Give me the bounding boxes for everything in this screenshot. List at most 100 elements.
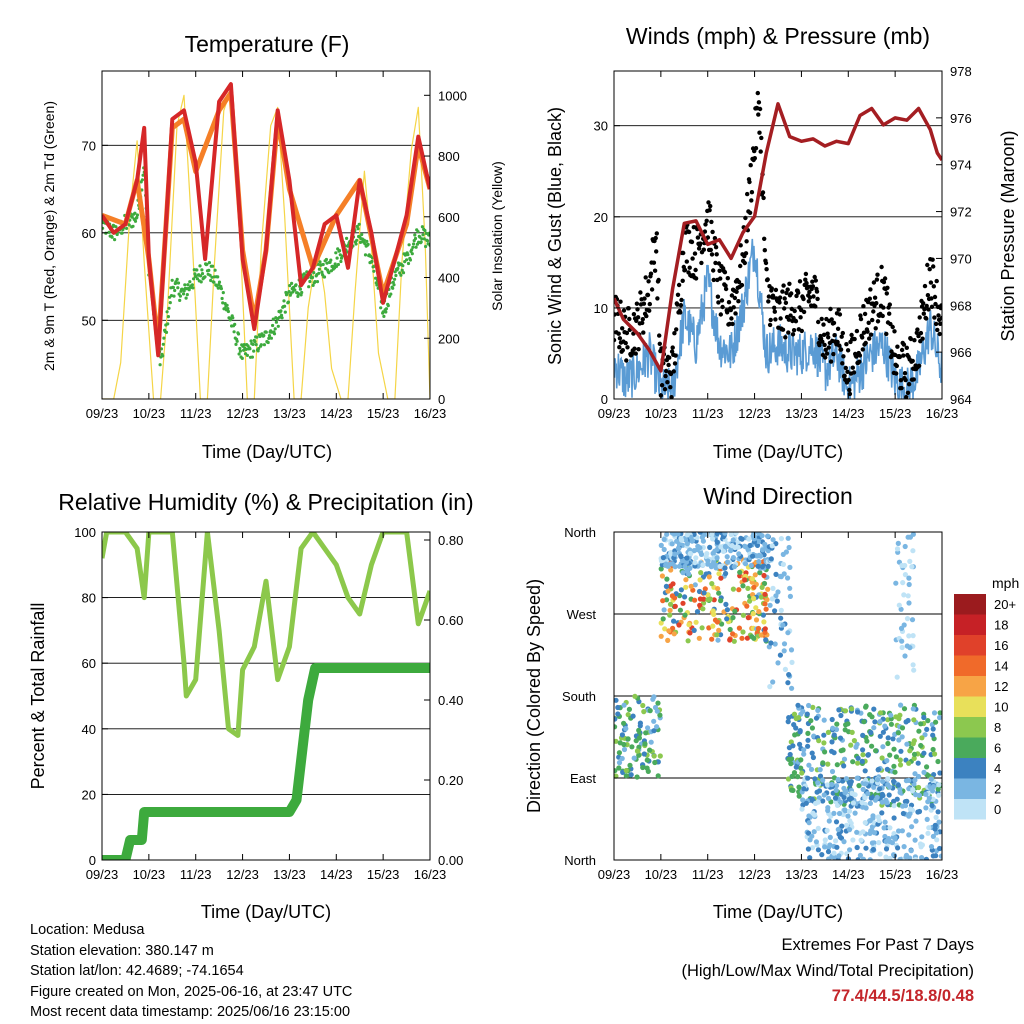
temperature-left-axis-label: 2m & 9m T (Red, Orange) & 2m Td (Green) <box>41 101 57 371</box>
dewpoint-point <box>414 245 418 249</box>
direction-point <box>805 730 811 737</box>
direction-point <box>917 841 924 847</box>
direction-point <box>788 761 794 767</box>
dewpoint-point <box>235 339 239 343</box>
direction-point <box>761 619 767 625</box>
direction-point <box>724 607 731 613</box>
direction-point <box>891 763 897 769</box>
direction-point <box>808 766 815 773</box>
gust-point <box>618 299 623 304</box>
direction-point <box>876 817 882 824</box>
direction-point <box>760 612 767 618</box>
dewpoint-point <box>370 259 374 264</box>
dewpoint-point <box>262 343 266 347</box>
gust-point <box>757 130 762 135</box>
direction-point <box>825 795 832 802</box>
direction-point <box>707 544 713 551</box>
dewpoint-point <box>317 267 321 271</box>
gust-point <box>717 268 722 273</box>
direction-point <box>882 723 888 729</box>
gust-point <box>734 289 739 294</box>
direction-point <box>888 721 895 727</box>
direction-point <box>906 633 912 639</box>
direction-point <box>798 765 804 771</box>
dewpoint-point <box>221 301 225 305</box>
gust-point <box>887 302 892 307</box>
direction-point <box>821 740 827 746</box>
gust-point <box>920 336 925 341</box>
dewpoint-point <box>400 268 404 272</box>
direction-point <box>722 543 729 550</box>
direction-point <box>718 575 724 581</box>
direction-point <box>679 537 685 543</box>
direction-point <box>767 684 773 690</box>
direction-point <box>806 762 812 768</box>
gust-point <box>868 332 874 337</box>
gust-point <box>718 312 723 317</box>
x-tick-label: 12/23 <box>226 867 259 882</box>
direction-point <box>877 733 883 739</box>
direction-point <box>682 612 688 618</box>
gust-point <box>633 351 638 356</box>
direction-point <box>753 617 760 623</box>
direction-point <box>723 570 729 577</box>
dewpoint-point <box>253 340 257 344</box>
direction-point <box>842 790 848 796</box>
dewpoint-point <box>427 231 430 235</box>
direction-point <box>697 532 703 535</box>
direction-point <box>806 702 812 709</box>
temperature-title: Temperature (F) <box>185 31 350 57</box>
dewpoint-point <box>200 268 204 272</box>
dewpoint-point <box>252 349 256 353</box>
direction-point <box>749 576 756 582</box>
dewpoint-point <box>283 304 287 308</box>
gust-point <box>793 319 799 324</box>
gust-point <box>718 276 723 281</box>
gust-point <box>777 295 783 300</box>
direction-point <box>636 727 642 734</box>
gust-point <box>627 316 632 322</box>
direction-point <box>709 532 715 537</box>
direction-point <box>728 532 734 538</box>
dewpoint-point <box>360 232 364 237</box>
direction-point <box>871 784 877 790</box>
direction-point <box>737 569 743 575</box>
direction-point <box>787 751 793 758</box>
direction-point <box>759 564 766 570</box>
gust-point <box>845 348 851 353</box>
dewpoint-point <box>259 343 263 347</box>
direction-point <box>833 787 839 793</box>
gust-point <box>824 351 830 356</box>
dewpoint-point <box>195 268 199 272</box>
gust-point <box>706 200 711 205</box>
direction-point <box>671 618 677 624</box>
direction-point <box>619 732 626 738</box>
direction-point <box>714 532 720 537</box>
gust-point <box>670 345 675 350</box>
direction-point <box>822 837 828 843</box>
direction-point <box>684 532 690 538</box>
direction-point <box>665 588 671 594</box>
direction-point <box>813 715 820 721</box>
gust-point <box>763 260 769 266</box>
gust-point <box>849 332 854 338</box>
dewpoint-point <box>271 323 275 328</box>
direction-point <box>886 792 892 798</box>
dewpoint-point <box>210 275 214 279</box>
gust-point <box>647 308 652 313</box>
colorbar-swatch <box>954 696 986 717</box>
y-tick-label: North <box>564 853 596 868</box>
gust-point <box>673 353 678 358</box>
dewpoint-point <box>420 237 424 241</box>
direction-point <box>614 724 618 730</box>
gust-point <box>699 260 704 266</box>
dewpoint-point <box>271 317 275 321</box>
direction-point <box>636 744 642 750</box>
gust-point <box>624 330 630 336</box>
gust-point <box>885 285 890 290</box>
dewpoint-point <box>339 259 343 264</box>
y2-tick-label: 972 <box>950 205 972 220</box>
direction-point <box>805 737 811 743</box>
direction-point <box>628 772 634 778</box>
direction-point <box>697 596 704 602</box>
